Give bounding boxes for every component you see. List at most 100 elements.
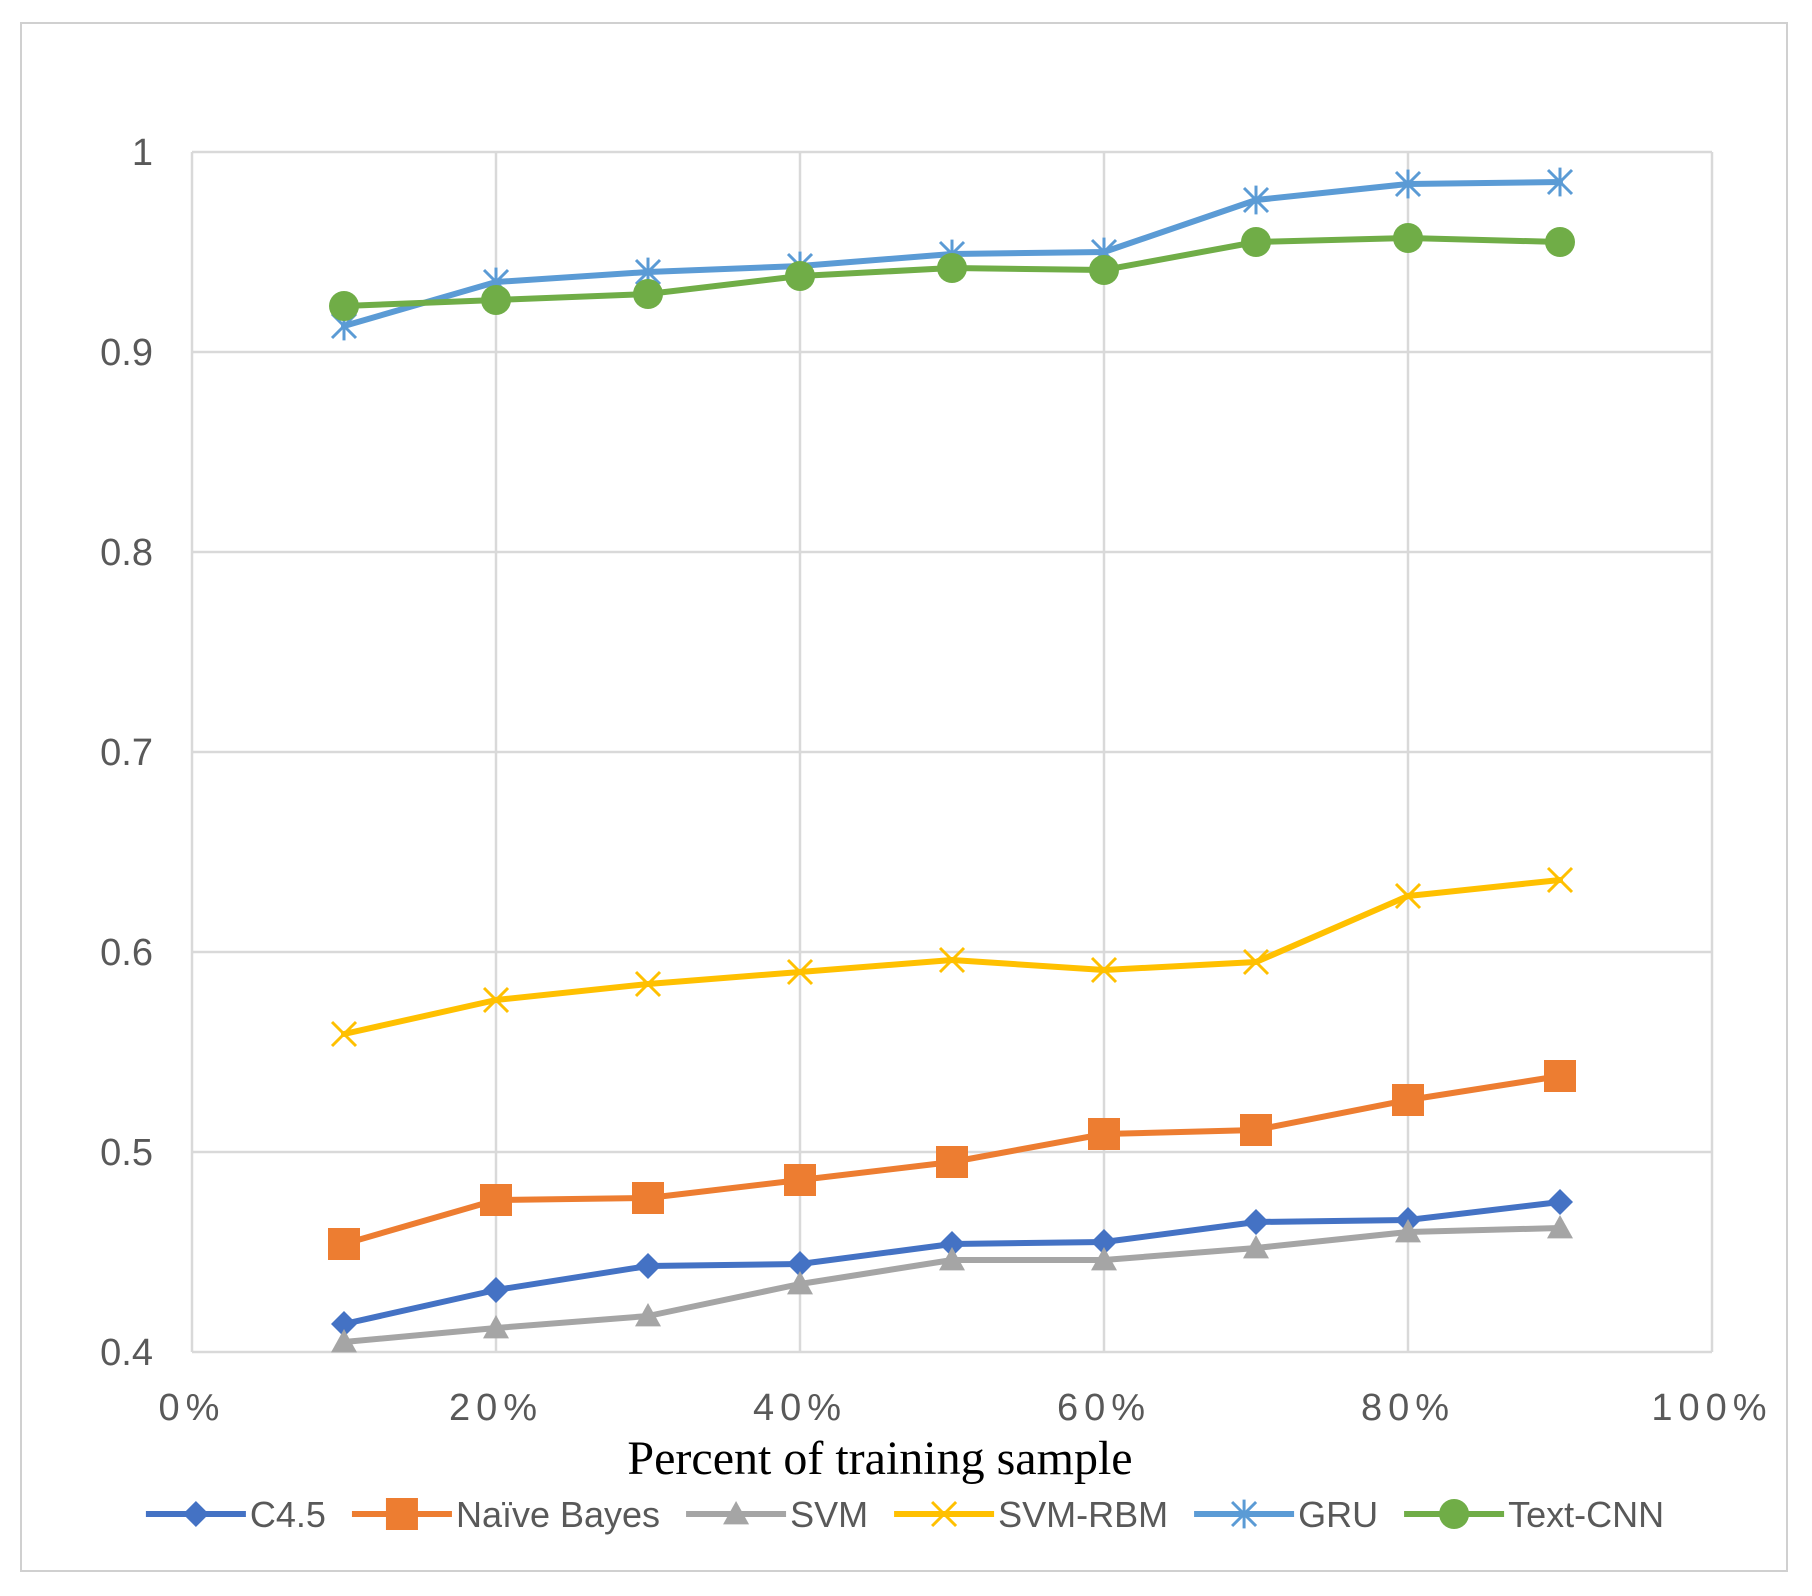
triangle-marker <box>723 1501 750 1525</box>
x-tick-label: 0% <box>159 1387 226 1429</box>
y-tick-label: 0.9 <box>100 332 153 374</box>
triangle-marker <box>483 1315 509 1339</box>
y-axis: 0.4 0.5 0.6 0.7 0.8 0.9 1 <box>100 132 153 1374</box>
diamond-marker <box>331 1311 357 1337</box>
legend-label: GRU <box>1298 1494 1378 1535</box>
circle-marker <box>329 291 359 321</box>
y-tick-label: 0.4 <box>100 1332 153 1374</box>
series-text-cnn <box>329 223 1575 321</box>
legend-label: SVM-RBM <box>998 1494 1168 1535</box>
legend-item-na-ve-bayes: Naïve Bayes <box>351 1494 660 1535</box>
y-tick-label: 0.8 <box>100 532 153 574</box>
x-marker <box>1242 948 1270 976</box>
y-tick-label: 1 <box>132 132 153 174</box>
square-marker <box>1088 1118 1120 1150</box>
x-tick-label: 60% <box>1057 1387 1151 1429</box>
x-marker <box>330 1020 358 1048</box>
x-marker-stroke <box>931 1500 958 1528</box>
circle-marker <box>1089 255 1119 285</box>
x-marker-stroke <box>482 986 510 1014</box>
circle-marker <box>1241 227 1271 257</box>
triangle-marker <box>787 1271 813 1295</box>
legend-item-text-cnn: Text-CNN <box>1404 1494 1664 1535</box>
x-tick-label: 100% <box>1651 1387 1772 1429</box>
legend-item-c4-5: C4.5 <box>145 1494 326 1535</box>
y-tick-label: 0.6 <box>100 932 153 974</box>
circle-marker <box>481 285 511 315</box>
grid <box>190 150 1714 1354</box>
diamond-marker <box>635 1253 661 1279</box>
square-marker <box>385 1498 418 1530</box>
x-marker-stroke <box>1394 882 1422 910</box>
legend-label: Naïve Bayes <box>456 1494 660 1535</box>
diamond-marker <box>1091 1229 1117 1255</box>
x-marker <box>1090 956 1118 984</box>
chart-frame <box>20 22 1788 1572</box>
x-marker <box>1546 866 1574 894</box>
legend-item-svm-rbm: SVM-RBM <box>894 1494 1168 1535</box>
triangle-marker <box>635 1303 661 1327</box>
square-marker <box>1544 1060 1576 1092</box>
x-marker-stroke <box>1546 866 1574 894</box>
x-marker-stroke <box>634 970 662 998</box>
triangle-marker <box>1091 1247 1117 1271</box>
diamond-marker <box>939 1231 965 1257</box>
star-marker <box>1546 167 1574 197</box>
x-axis-label: Percent of training sample <box>627 1432 1132 1485</box>
x-marker-stroke <box>1090 956 1118 984</box>
y-tick-label: 0.7 <box>100 732 153 774</box>
triangle-marker <box>331 1329 357 1353</box>
series-svm <box>331 1215 1573 1353</box>
x-tick-label: 20% <box>449 1387 543 1429</box>
x-marker-stroke <box>786 958 814 986</box>
square-marker <box>480 1184 512 1216</box>
circle-marker <box>1439 1499 1470 1529</box>
x-marker <box>634 970 662 998</box>
square-marker <box>1240 1114 1272 1146</box>
legend-label: Text-CNN <box>1508 1494 1664 1535</box>
x-marker <box>1394 882 1422 910</box>
diamond-marker <box>182 1501 209 1527</box>
x-marker-stroke <box>1242 948 1270 976</box>
series-na-ve-bayes <box>328 1060 1576 1260</box>
diamond-marker <box>787 1251 813 1277</box>
circle-marker <box>785 261 815 291</box>
triangle-marker <box>1395 1219 1421 1243</box>
y-tick-label: 0.5 <box>100 1132 153 1174</box>
star-marker <box>1231 1499 1258 1529</box>
x-axis: 0% 20% 40% 60% 80% 100% <box>159 1387 1772 1429</box>
square-marker <box>784 1164 816 1196</box>
circle-marker <box>1545 227 1575 257</box>
x-tick-label: 40% <box>753 1387 847 1429</box>
diamond-marker <box>1243 1209 1269 1235</box>
square-marker <box>936 1146 968 1178</box>
circle-marker <box>937 253 967 283</box>
circle-marker <box>1393 223 1423 253</box>
x-marker <box>482 986 510 1014</box>
x-marker <box>931 1500 958 1528</box>
x-marker-stroke <box>330 1020 358 1048</box>
triangle-marker <box>1243 1235 1269 1259</box>
legend-label: C4.5 <box>250 1494 326 1535</box>
square-marker <box>1392 1084 1424 1116</box>
star-marker <box>1242 185 1270 215</box>
x-marker-stroke <box>938 946 966 974</box>
x-tick-label: 80% <box>1361 1387 1455 1429</box>
diamond-marker <box>483 1277 509 1303</box>
legend-item-svm: SVM <box>686 1494 868 1535</box>
x-marker <box>938 946 966 974</box>
square-marker <box>328 1228 360 1260</box>
square-marker <box>632 1182 664 1214</box>
series-line <box>341 877 1563 1037</box>
triangle-marker <box>939 1247 965 1271</box>
series-group <box>328 167 1576 1353</box>
legend-item-gru: GRU <box>1194 1494 1378 1535</box>
star-marker <box>1394 169 1422 199</box>
legend-label: SVM <box>790 1494 868 1535</box>
legend: C4.5 Naïve Bayes SVM SVM-RBM GRU Text-CNN <box>145 1494 1664 1535</box>
x-marker <box>786 958 814 986</box>
triangle-marker <box>1547 1215 1573 1239</box>
series-svm-rbm <box>330 866 1574 1048</box>
diamond-marker <box>1547 1189 1573 1215</box>
